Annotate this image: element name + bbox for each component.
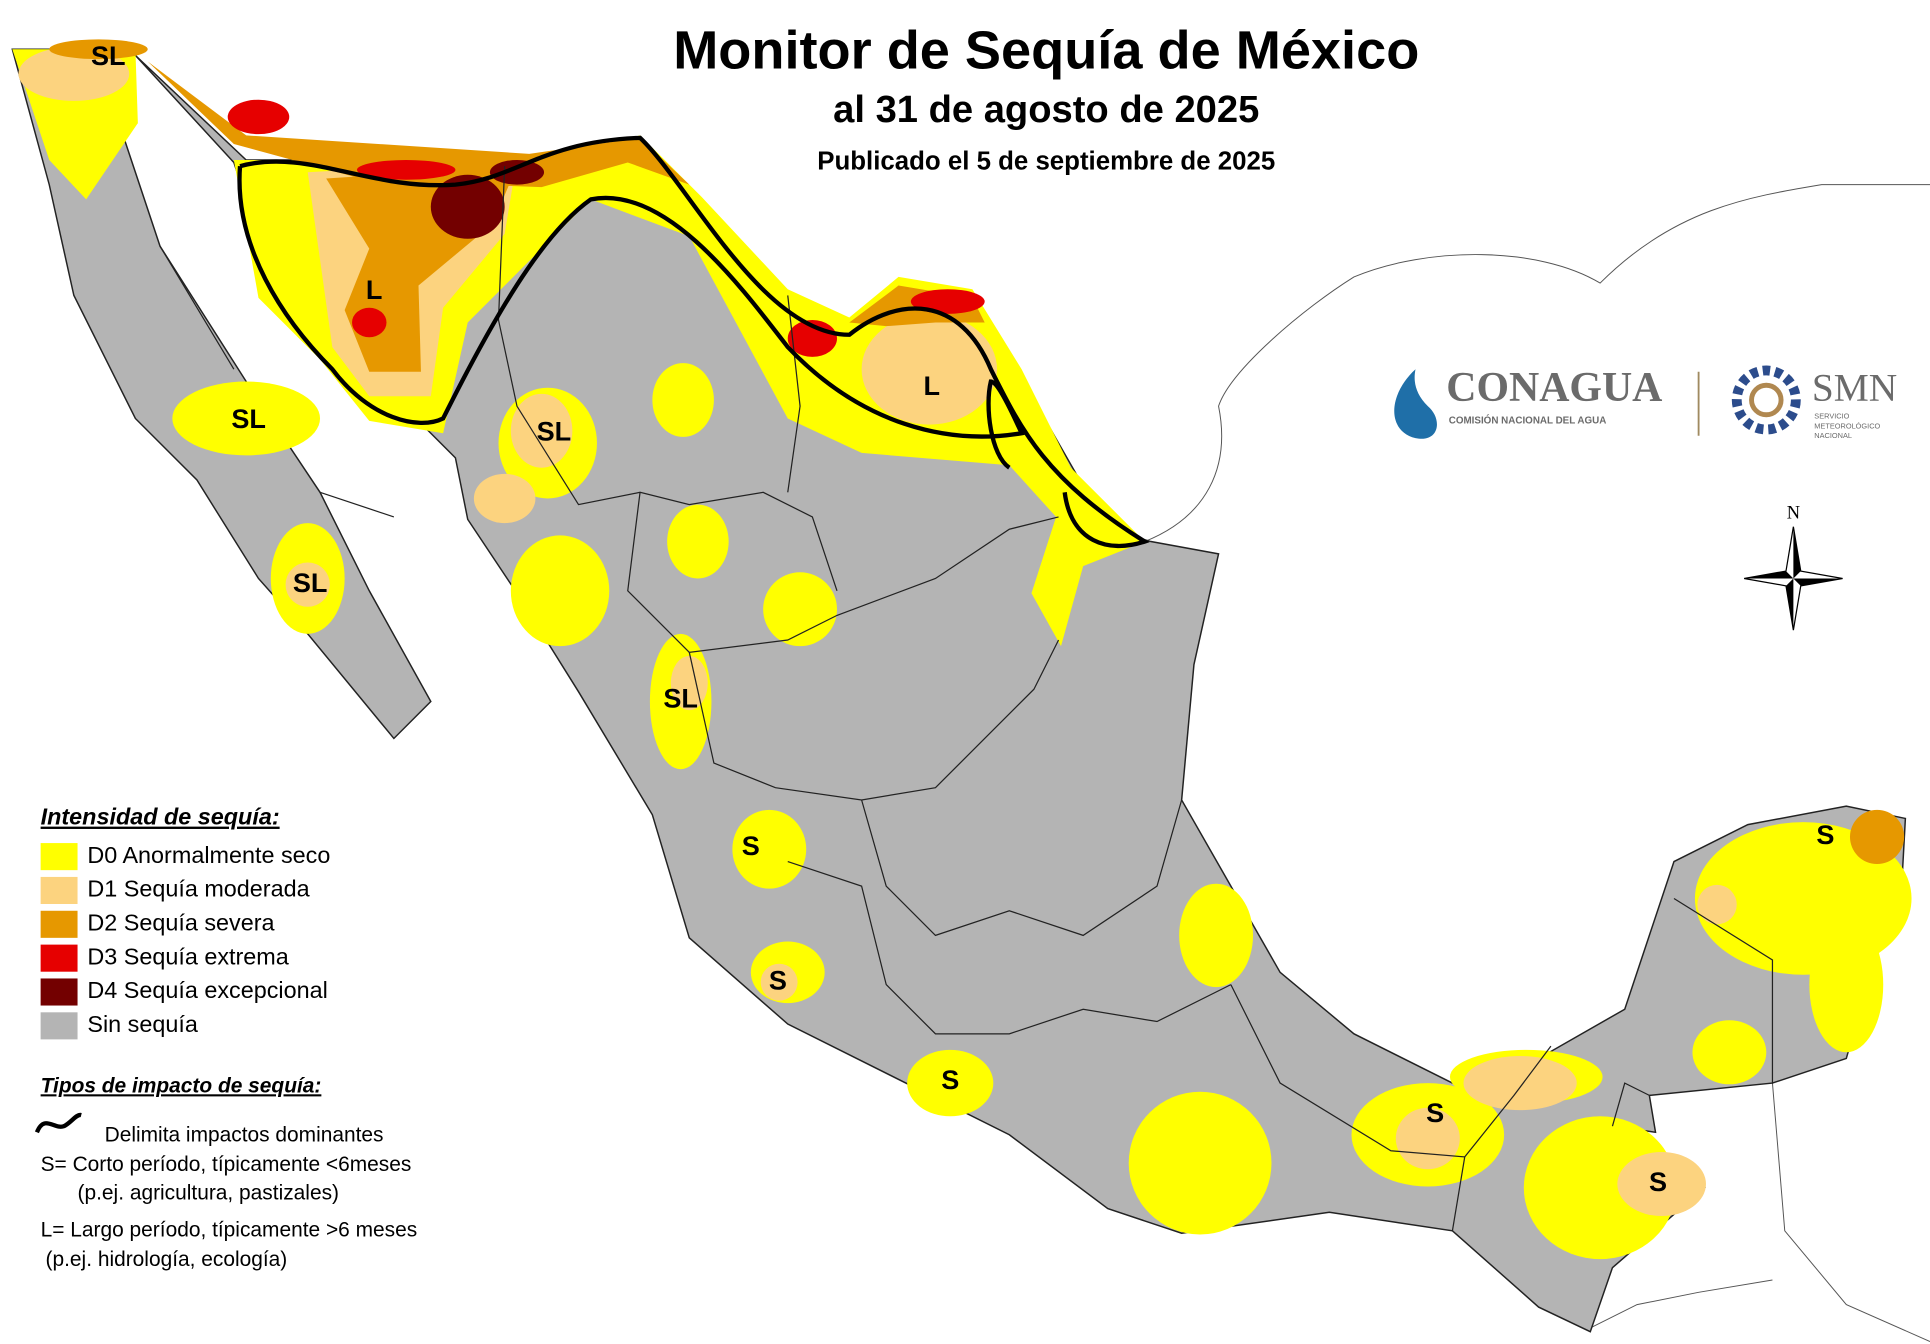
compass-north: N [1787, 503, 1800, 523]
impact-line: (p.ej. agricultura, pastizales) [78, 1181, 339, 1204]
region-label: S [1649, 1166, 1667, 1197]
legend-swatch [40, 1012, 78, 1040]
region-label: S [742, 830, 760, 861]
legend-swatch [40, 944, 78, 972]
region-label: L [924, 370, 941, 401]
region-label: L [366, 274, 383, 305]
region-label: SL [293, 567, 328, 598]
region-label: SL [663, 682, 698, 713]
region-label: SL [231, 403, 266, 434]
impact-line: (p.ej. hidrología, ecología) [46, 1248, 288, 1271]
smn-subtitle: METEOROLÓGICO [1814, 421, 1880, 430]
conagua-icon [1394, 369, 1437, 439]
impact-boundary [237, 165, 1025, 470]
smn-subtitle: NACIONAL [1814, 431, 1852, 440]
legend-swatch [40, 843, 78, 871]
impacts-title: Tipos de impacto de sequía: [41, 1074, 322, 1097]
legend-label: D0 Anormalmente seco [87, 842, 330, 868]
subtitle: al 31 de agosto de 2025 [833, 88, 1259, 131]
state-borders [159, 166, 1774, 1231]
impact-boundary [239, 135, 1150, 549]
conagua-logo: CONAGUA [1446, 365, 1662, 411]
legend-label: D2 Sequía severa [87, 909, 274, 935]
published-date: Publicado el 5 de septiembre de 2025 [817, 147, 1275, 175]
legend-swatch [40, 876, 78, 904]
impact-boundaries [237, 135, 1150, 549]
conagua-subtitle: COMISIÓN NACIONAL DEL AGUA [1449, 415, 1607, 427]
title: Monitor de Sequía de México [673, 20, 1419, 80]
legend-swatch [40, 978, 78, 1006]
region-label: SL [537, 415, 572, 446]
legend-label: Sin sequía [87, 1011, 197, 1037]
region-label: S [769, 964, 787, 995]
legend-label: D3 Sequía extrema [87, 943, 288, 969]
region-label: S [1816, 819, 1834, 850]
legend-swatch [40, 910, 78, 938]
smn-icon [1731, 365, 1801, 435]
impact-line: S= Corto período, típicamente <6meses [41, 1153, 412, 1176]
impact-line: Delimita impactos dominantes [105, 1124, 384, 1147]
region-label: S [941, 1064, 959, 1095]
region-label: SL [91, 40, 126, 71]
legend-label: D4 Sequía excepcional [87, 977, 327, 1003]
drought-areas [12, 39, 1912, 1260]
logos: CONAGUA COMISIÓN NACIONAL DEL AGUA SMN S… [1394, 365, 1897, 440]
drought-area [430, 160, 545, 239]
impact-line: L= Largo período, típicamente >6 meses [41, 1218, 418, 1241]
legend-title: Intensidad de sequía: [41, 804, 280, 830]
region-label: S [1426, 1097, 1444, 1128]
smn-logo: SMN [1812, 365, 1897, 409]
drought-area [227, 99, 985, 357]
legend: Intensidad de sequía: Tipos de impacto d… [34, 804, 418, 1271]
compass: N [1744, 503, 1843, 631]
smn-subtitle: SERVICIO [1814, 411, 1849, 420]
impact-symbol [34, 1112, 82, 1134]
legend-label: D1 Sequía moderada [87, 876, 309, 902]
smn-icon-inner [1749, 382, 1784, 418]
neighbor-outlines [1144, 184, 1930, 1342]
